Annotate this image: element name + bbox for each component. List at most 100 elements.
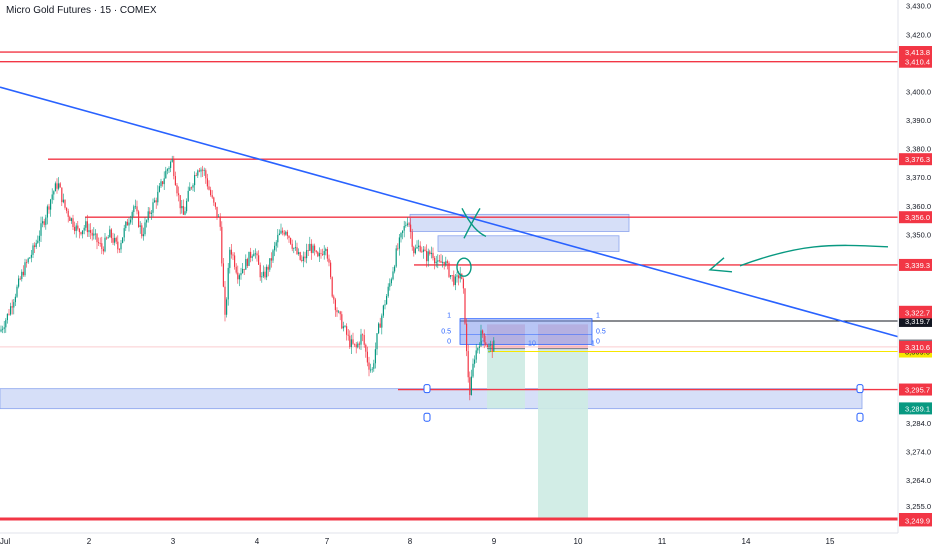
candle-body xyxy=(397,248,399,250)
position-target-zone xyxy=(538,348,588,519)
price-badge xyxy=(899,55,932,68)
price-badge xyxy=(899,514,932,527)
candle-body xyxy=(437,260,439,262)
candle-body xyxy=(290,237,292,244)
candle-body xyxy=(242,268,244,274)
candle-body xyxy=(430,252,432,255)
candle-body xyxy=(336,310,338,313)
fib-label: 0.5 xyxy=(441,328,451,335)
price-badge xyxy=(899,402,932,415)
candle-body xyxy=(456,275,458,277)
candle-body xyxy=(178,193,180,196)
candle-body xyxy=(213,197,215,203)
candle-body xyxy=(190,187,192,189)
candle-body xyxy=(138,211,140,227)
y-tick-label: 3,350.0 xyxy=(906,230,931,239)
candle-body xyxy=(222,263,224,287)
y-tick-label: 3,420.0 xyxy=(906,30,931,39)
candle-body xyxy=(104,237,106,252)
candle-body xyxy=(82,230,84,235)
zone-handle xyxy=(423,384,431,394)
candle-body xyxy=(299,252,301,260)
fib-label: 1 xyxy=(596,313,600,320)
candle-body xyxy=(330,262,332,278)
candle-body xyxy=(208,186,210,190)
circle-annotation xyxy=(456,257,472,277)
candle-body xyxy=(310,243,312,253)
time-axis-bg xyxy=(0,533,932,550)
candle-body xyxy=(149,211,151,214)
candle-body xyxy=(434,257,436,264)
candle-body xyxy=(194,175,196,186)
candle-body xyxy=(350,339,352,348)
candle-body xyxy=(266,266,268,278)
supply-zone-1 xyxy=(437,235,620,252)
candle-body xyxy=(6,313,8,321)
candle-body xyxy=(232,254,234,256)
candle-body xyxy=(96,233,98,243)
price-badge xyxy=(899,258,932,271)
candle-body xyxy=(482,330,484,334)
x-tick-label: 7 xyxy=(325,537,330,546)
candle-body xyxy=(235,266,237,273)
candle-body xyxy=(123,228,125,238)
candle-body xyxy=(74,227,76,232)
y-tick-label: 3,380.0 xyxy=(906,145,931,154)
x-mark-annotation xyxy=(461,208,487,237)
candle-body xyxy=(66,207,68,211)
candle-body xyxy=(130,219,132,223)
candle-body xyxy=(88,230,90,233)
candle-body xyxy=(491,344,493,352)
x-tick-label: Jul xyxy=(0,537,10,546)
candle-body xyxy=(98,242,100,244)
price-badge-label: 3,356.0 xyxy=(905,213,930,222)
candle-body xyxy=(459,273,461,279)
candle-body xyxy=(171,159,173,162)
fib-label: 0 xyxy=(596,338,600,345)
candle-body xyxy=(418,245,420,247)
price-axis: 3,430.0 3,420.0 3,400.0 3,390.0 3,380.0 3,370… xyxy=(897,0,932,550)
candle-body xyxy=(442,261,444,263)
fib-label: 1 xyxy=(447,313,451,320)
candle-body xyxy=(75,225,77,232)
candle-body xyxy=(43,221,45,225)
candle-body xyxy=(373,363,375,369)
candle-body xyxy=(312,245,314,253)
candle-body xyxy=(3,327,5,329)
candle-body xyxy=(176,185,178,194)
candle-body xyxy=(291,243,293,249)
candle-body xyxy=(11,306,13,308)
candle-body xyxy=(125,221,127,229)
candle-body xyxy=(58,183,60,189)
candle-body xyxy=(251,256,253,258)
candle-body xyxy=(334,299,336,311)
candle-body xyxy=(139,225,141,227)
candle-body xyxy=(248,251,250,266)
candle-body xyxy=(205,170,207,179)
candle-body xyxy=(325,249,327,251)
candle-body xyxy=(466,323,468,352)
price-badge-label: 3,376.3 xyxy=(905,155,930,164)
candle-body xyxy=(451,275,453,276)
candle-body xyxy=(8,313,10,315)
candle-body xyxy=(302,256,304,262)
price-badge-label: 3,289.1 xyxy=(905,404,930,413)
candle-body xyxy=(339,311,341,315)
candle-body xyxy=(187,190,189,202)
candle-body xyxy=(144,222,146,235)
price-badge xyxy=(899,211,932,224)
candle-body xyxy=(387,286,389,297)
candle-body xyxy=(323,250,325,255)
candle-body xyxy=(272,250,274,261)
candle-body xyxy=(197,170,199,176)
candle-body xyxy=(378,323,380,334)
price-badge xyxy=(899,340,932,353)
price-badge-label: 3,319.7 xyxy=(905,317,930,326)
candle-body xyxy=(424,249,426,251)
candle-body xyxy=(410,224,412,232)
y-tick-label: 3,390.0 xyxy=(906,116,931,125)
candle-body xyxy=(358,343,360,345)
candle-body xyxy=(475,350,477,360)
